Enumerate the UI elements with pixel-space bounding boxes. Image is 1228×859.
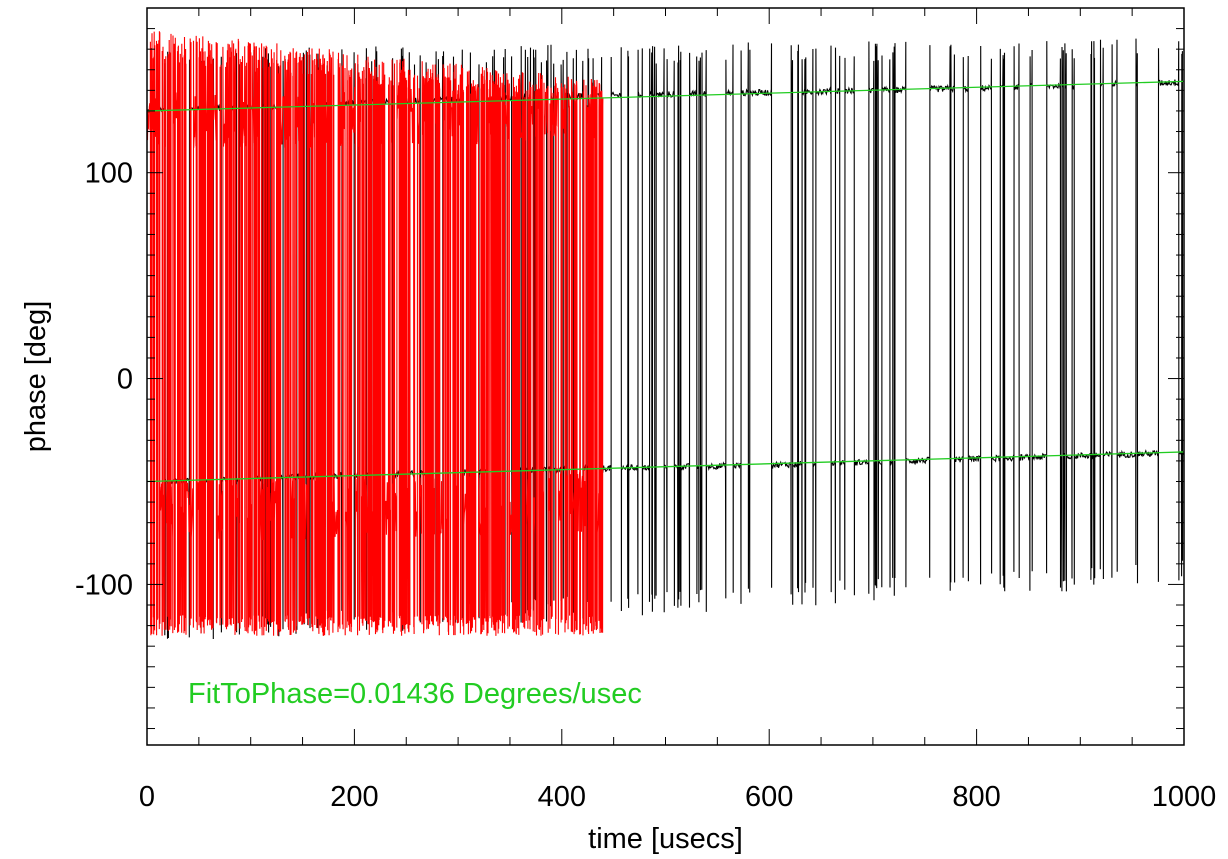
x-tick-label: 800 — [952, 781, 1000, 813]
fit-line-1 — [147, 80, 1184, 112]
axis-tick-labels: 0 200 400 600 800 1000 -100 0 100 — [75, 158, 1216, 813]
y-axis-title: phase [deg] — [20, 301, 52, 453]
y-tick-label: 0 — [117, 364, 133, 396]
x-tick-label: 400 — [538, 781, 586, 813]
axis-ticks — [146, 8, 1185, 745]
x-tick-label: 600 — [745, 781, 793, 813]
x-tick-label: 200 — [330, 781, 378, 813]
x-tick-label: 1000 — [1152, 781, 1217, 813]
fit-line-2 — [147, 451, 1184, 483]
fit-annotation: FitToPhase=0.01436 Degrees/usec — [188, 678, 642, 710]
y-tick-label: -100 — [75, 569, 133, 601]
plot-area — [147, 31, 1184, 640]
y-tick-label: 100 — [85, 158, 133, 190]
x-axis-title: time [usecs] — [588, 823, 743, 855]
x-tick-label: 0 — [139, 781, 155, 813]
series-red-line — [147, 31, 604, 636]
plot-series-group — [147, 31, 1184, 640]
